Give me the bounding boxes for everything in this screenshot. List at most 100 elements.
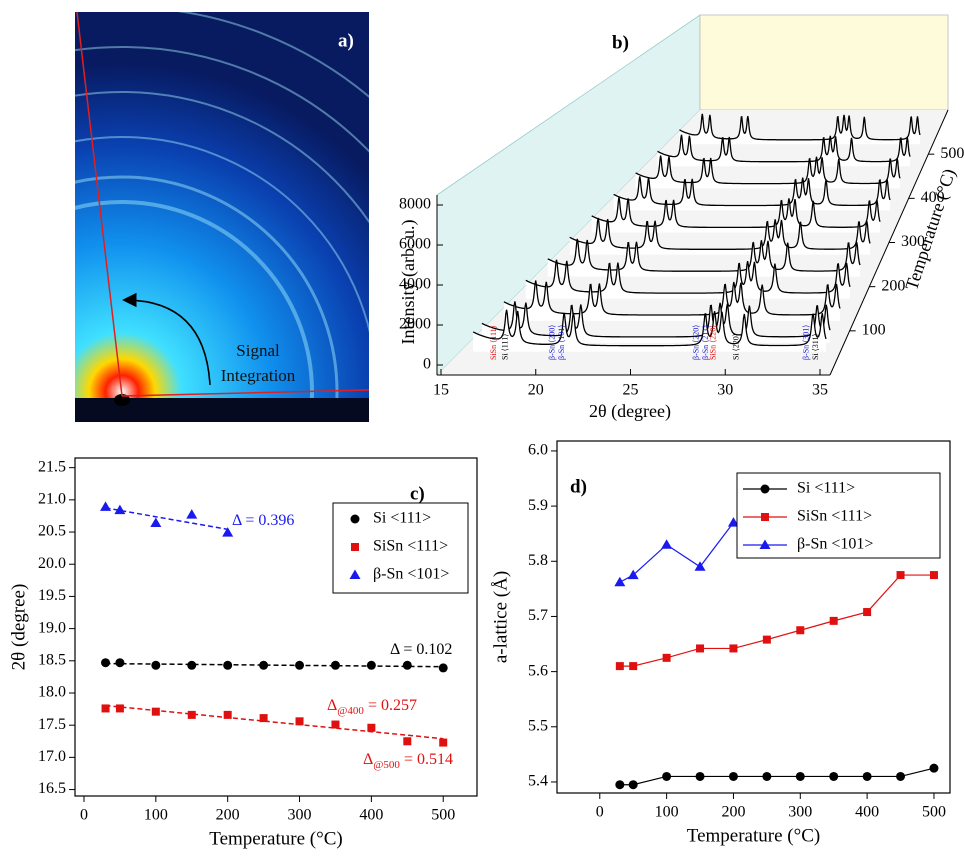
spectrum — [503, 280, 840, 321]
marker — [223, 660, 233, 670]
y-tick-label: 21.0 — [38, 491, 66, 508]
y-tick-label: 8000 — [399, 196, 431, 213]
marker — [349, 569, 361, 579]
legend-label: Si <111> — [797, 480, 855, 497]
y-tick-label: 2000 — [399, 316, 431, 333]
spectrum — [679, 113, 920, 145]
peak-label: SiSn ⟨220⟩ — [709, 325, 718, 360]
marker — [151, 660, 161, 670]
panel-label: c) — [410, 483, 425, 504]
marker — [628, 780, 638, 790]
marker — [367, 723, 376, 732]
marker — [662, 653, 671, 662]
annotation-text: = 0.257 — [364, 697, 417, 714]
peak-label: β-Sn ⟨220⟩ — [692, 325, 701, 360]
panel-label: d) — [570, 476, 587, 497]
y-tick-label: 18.5 — [38, 651, 66, 668]
x-tick-label: 400 — [855, 804, 879, 821]
marker — [829, 616, 838, 625]
y-tick-label: 5.7 — [528, 607, 548, 624]
spectrum — [525, 259, 850, 299]
y-tick-label: 5.5 — [528, 717, 548, 734]
marker — [115, 704, 124, 713]
legend-box — [736, 472, 941, 559]
marker — [759, 539, 771, 549]
marker — [729, 644, 738, 653]
spectrum-line — [472, 309, 827, 347]
y-tick-label: 6000 — [399, 236, 431, 253]
marker — [614, 576, 626, 587]
spectrum-line — [679, 113, 921, 141]
annotation-sub: @500 — [373, 759, 400, 771]
marker — [862, 771, 872, 781]
marker — [929, 571, 938, 580]
y-tick-label: 16.5 — [38, 780, 66, 797]
marker — [615, 780, 625, 790]
y-tick-label: 5.9 — [528, 497, 548, 514]
peak-label: β-Sn ⟨301⟩ — [802, 325, 811, 360]
y-tick-label: 6.0 — [528, 442, 548, 459]
spectrum-line — [591, 197, 881, 229]
annotation-text: = 0.514 — [400, 751, 453, 768]
marker — [351, 543, 359, 551]
marker — [762, 771, 772, 781]
x-tick-label: 200 — [216, 807, 240, 824]
marker — [896, 771, 906, 781]
marker — [350, 514, 360, 524]
plot-frame — [74, 457, 478, 797]
x-tick-label: 20 — [528, 382, 544, 399]
peak-label: Si ⟨311⟩ — [811, 333, 820, 360]
z-tick-label: 500 — [940, 145, 964, 162]
x-tick-label: 25 — [623, 382, 639, 399]
x-tick-label: 100 — [144, 807, 168, 824]
z-tick-label: 400 — [921, 189, 945, 206]
series-line — [619, 522, 734, 583]
marker — [259, 714, 268, 723]
legend-label: β-Sn <101> — [797, 536, 873, 553]
spectrum — [613, 176, 890, 211]
series-line — [619, 574, 934, 667]
marker — [222, 527, 234, 537]
annotation-sub: @400 — [337, 705, 364, 717]
spectrum-line — [547, 238, 861, 272]
fit-line — [105, 507, 228, 531]
marker — [615, 662, 624, 671]
back-wall — [699, 14, 949, 111]
annotation-text: Δ — [363, 751, 373, 768]
annotation: Δ = 0.102 — [390, 641, 452, 658]
x-tick-label: 200 — [721, 804, 745, 821]
x-axis-label: Temperature (°C) — [209, 828, 342, 849]
marker — [101, 658, 111, 668]
y-tick-label: 0 — [423, 356, 431, 373]
marker — [150, 517, 162, 528]
marker — [727, 517, 739, 527]
spectrum-line — [635, 155, 901, 185]
marker — [761, 513, 769, 521]
marker — [896, 571, 905, 580]
marker — [695, 771, 705, 781]
marker — [295, 717, 304, 726]
marker — [259, 660, 269, 670]
spectrum-line — [503, 280, 841, 316]
y-tick-label: 18.0 — [38, 684, 66, 701]
y-tick-label: 21.5 — [38, 458, 66, 475]
y-tick-label: 17.5 — [38, 716, 66, 733]
peak-label: β-Sn ⟨200⟩ — [548, 325, 557, 360]
peak-label: SiSn ⟨111⟩ — [489, 325, 498, 360]
x-tick-label: 300 — [788, 804, 812, 821]
marker — [403, 737, 412, 746]
spectrum — [635, 155, 900, 189]
annotation: Integration — [221, 366, 296, 385]
marker — [439, 738, 448, 747]
annotation: Signal — [236, 341, 280, 360]
fit-line — [105, 704, 444, 740]
marker — [929, 763, 939, 773]
marker — [863, 608, 872, 617]
y-tick-label: 5.4 — [528, 773, 548, 790]
y-axis-label: a-lattice (Å) — [490, 571, 511, 663]
y-tick-label: 5.6 — [528, 662, 548, 679]
marker — [662, 771, 672, 781]
panel-label: a) — [338, 30, 354, 51]
marker — [366, 660, 376, 670]
